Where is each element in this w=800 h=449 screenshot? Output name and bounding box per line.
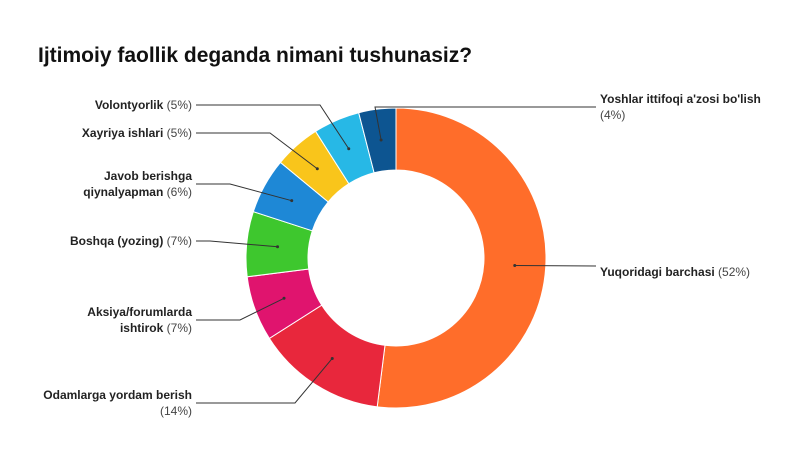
slice xyxy=(358,107,397,174)
chart-title: Ijtimoiy faollik deganda nimani tushunas… xyxy=(38,44,473,67)
value-label: (5%) xyxy=(166,126,192,140)
leader-dot xyxy=(347,147,351,151)
value-label: (7%) xyxy=(166,234,192,248)
leader-dot xyxy=(315,167,319,171)
slice-label: Yoshlar ittifoqi a'zosi bo'lish (4%) xyxy=(600,91,780,123)
slice-label: Xayriya ishlari (5%) xyxy=(42,125,192,141)
leader-line xyxy=(514,264,597,267)
value-label: (4%) xyxy=(600,108,626,122)
category-name: Yoshlar ittifoqi a'zosi bo'lish xyxy=(600,92,761,106)
slice-label: Odamlarga yordam berish (14%) xyxy=(42,387,192,419)
category-name: Volontyorlik xyxy=(94,98,164,112)
leader-dot xyxy=(290,199,294,203)
leader-dot xyxy=(513,263,517,267)
slice-label: Boshqa (yozing) (7%) xyxy=(42,233,192,249)
category-name: Xayriya ishlari xyxy=(81,126,164,140)
category-name: Odamlarga yordam berish xyxy=(43,388,192,402)
slice-label: Aksiya/forumlarda ishtirok (7%) xyxy=(42,304,192,336)
leader-line xyxy=(196,297,285,321)
slice-label: Javob berishga qiynalyapman (6%) xyxy=(42,168,192,200)
leader-dot xyxy=(330,356,334,360)
leader-dot xyxy=(379,138,383,142)
value-label: (14%) xyxy=(159,404,192,418)
leader-line xyxy=(196,240,278,248)
leader-dot xyxy=(276,245,280,249)
category-name: Boshqa (yozing) xyxy=(69,234,164,248)
leader-line xyxy=(196,104,350,150)
value-label: (5%) xyxy=(166,98,192,112)
value-label: (6%) xyxy=(166,185,192,199)
value-label: (52%) xyxy=(718,265,751,279)
leader-line xyxy=(374,106,596,141)
leader-line xyxy=(196,358,333,404)
category-name: Javob berishga qiynalyapman xyxy=(83,169,192,199)
leader-line xyxy=(196,183,292,202)
slice-label: Yuqoridagi barchasi (52%) xyxy=(600,264,780,280)
value-label: (7%) xyxy=(166,321,192,335)
slice-label: Volontyorlik (5%) xyxy=(42,97,192,113)
leader-line xyxy=(196,132,318,170)
leader-dot xyxy=(282,296,286,300)
category-name: Yuqoridagi barchasi xyxy=(600,265,715,279)
category-name: Aksiya/forumlarda ishtirok xyxy=(87,305,192,335)
slice xyxy=(376,107,547,409)
